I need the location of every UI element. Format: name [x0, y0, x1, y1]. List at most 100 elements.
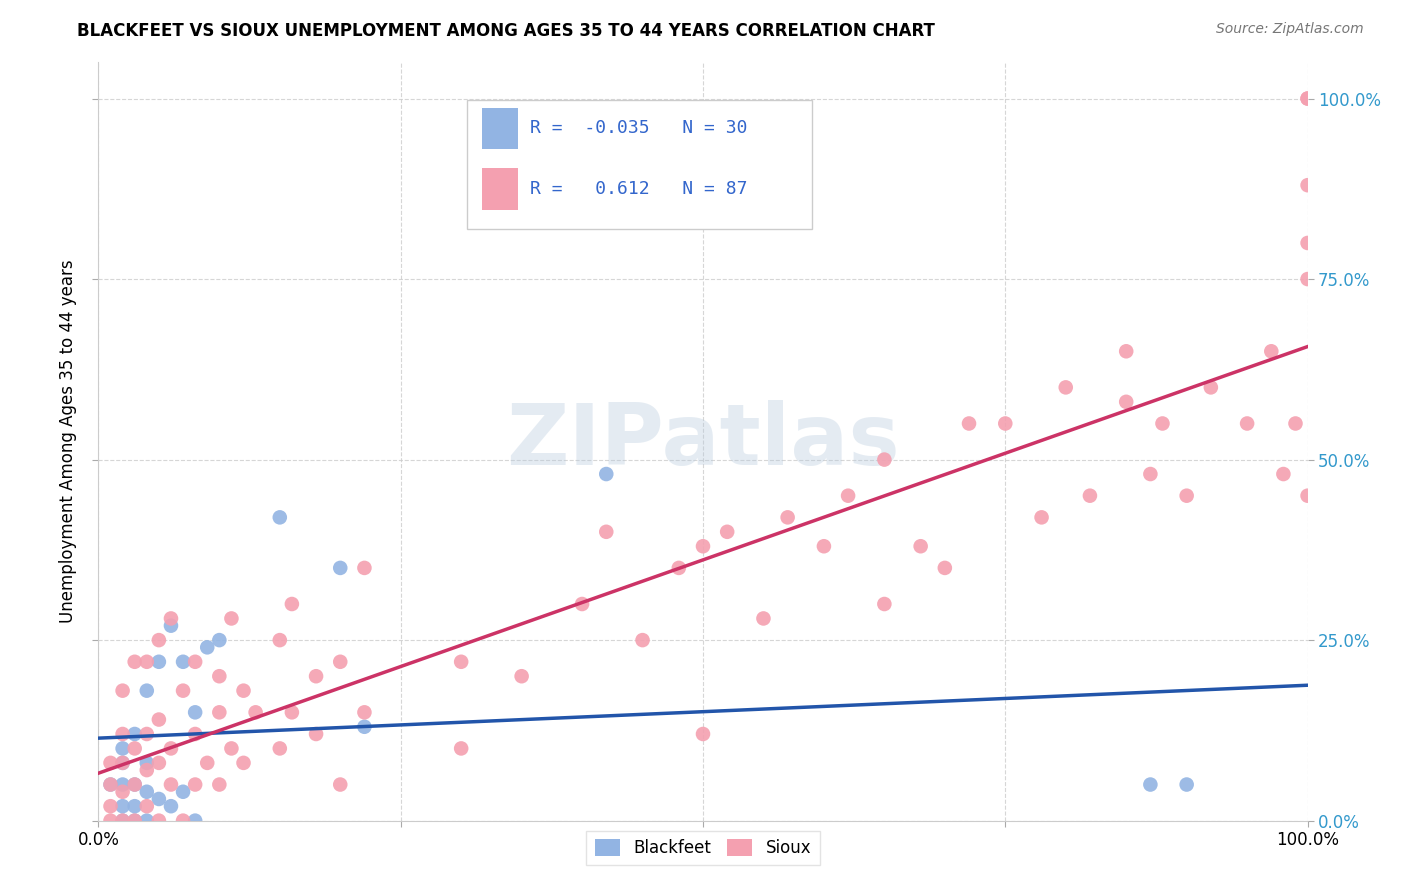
Point: [111, 741, 134, 756]
Point: [329, 655, 352, 669]
Text: R =   0.612   N = 87: R = 0.612 N = 87: [530, 180, 748, 198]
Point: [813, 539, 835, 553]
Point: [135, 799, 157, 814]
Point: [873, 452, 896, 467]
Point: [1078, 489, 1101, 503]
Point: [668, 561, 690, 575]
Point: [172, 655, 194, 669]
Point: [1284, 417, 1306, 431]
Point: [135, 763, 157, 777]
Point: [776, 510, 799, 524]
Point: [160, 799, 183, 814]
Text: BLACKFEET VS SIOUX UNEMPLOYMENT AMONG AGES 35 TO 44 YEARS CORRELATION CHART: BLACKFEET VS SIOUX UNEMPLOYMENT AMONG AG…: [77, 22, 935, 40]
Point: [595, 524, 617, 539]
Point: [329, 561, 352, 575]
Point: [148, 792, 170, 806]
Point: [1296, 272, 1319, 286]
Point: [184, 778, 207, 792]
Point: [135, 785, 157, 799]
Point: [1296, 178, 1319, 193]
Point: [631, 633, 654, 648]
Point: [208, 778, 231, 792]
Point: [1272, 467, 1295, 481]
Point: [1296, 235, 1319, 250]
Point: [353, 720, 375, 734]
Text: Source: ZipAtlas.com: Source: ZipAtlas.com: [1216, 22, 1364, 37]
Point: [1175, 489, 1198, 503]
Point: [305, 669, 328, 683]
FancyBboxPatch shape: [467, 100, 811, 229]
Point: [148, 756, 170, 770]
Point: [353, 706, 375, 720]
Point: [1236, 417, 1258, 431]
Point: [124, 778, 146, 792]
Point: [692, 727, 714, 741]
Point: [124, 814, 146, 828]
Point: [184, 727, 207, 741]
Point: [221, 741, 243, 756]
Point: [208, 669, 231, 683]
Point: [184, 814, 207, 828]
Point: [124, 741, 146, 756]
Point: [100, 756, 122, 770]
Point: [450, 655, 472, 669]
Point: [208, 633, 231, 648]
Point: [837, 489, 859, 503]
Point: [221, 611, 243, 625]
Text: R =  -0.035   N = 30: R = -0.035 N = 30: [530, 120, 748, 137]
Point: [571, 597, 593, 611]
Point: [910, 539, 932, 553]
Point: [124, 655, 146, 669]
Point: [450, 741, 472, 756]
Point: [160, 741, 183, 756]
Point: [111, 756, 134, 770]
Point: [329, 778, 352, 792]
Point: [595, 467, 617, 481]
Point: [111, 683, 134, 698]
Point: [111, 727, 134, 741]
Point: [135, 727, 157, 741]
Point: [269, 741, 291, 756]
Point: [184, 706, 207, 720]
Point: [1115, 394, 1137, 409]
Point: [124, 799, 146, 814]
Point: [111, 785, 134, 799]
Point: [195, 640, 218, 655]
Point: [100, 799, 122, 814]
Point: [100, 814, 122, 828]
Point: [111, 799, 134, 814]
Point: [1152, 417, 1174, 431]
Point: [124, 727, 146, 741]
Point: [232, 683, 254, 698]
Point: [160, 778, 183, 792]
Point: [184, 655, 207, 669]
Point: [873, 597, 896, 611]
Point: [957, 417, 980, 431]
Point: [148, 655, 170, 669]
Point: [1054, 380, 1077, 394]
Point: [172, 814, 194, 828]
Text: ZIPatlas: ZIPatlas: [506, 400, 900, 483]
Point: [135, 655, 157, 669]
Point: [353, 561, 375, 575]
Point: [148, 713, 170, 727]
Point: [305, 727, 328, 741]
Point: [692, 539, 714, 553]
Point: [1139, 467, 1161, 481]
Point: [1139, 778, 1161, 792]
FancyBboxPatch shape: [482, 169, 517, 210]
Point: [510, 669, 533, 683]
Point: [148, 633, 170, 648]
Legend: Blackfeet, Sioux: Blackfeet, Sioux: [586, 830, 820, 865]
Point: [269, 510, 291, 524]
Point: [148, 814, 170, 828]
Point: [111, 814, 134, 828]
Point: [124, 814, 146, 828]
Y-axis label: Unemployment Among Ages 35 to 44 years: Unemployment Among Ages 35 to 44 years: [59, 260, 77, 624]
Point: [1115, 344, 1137, 359]
Point: [281, 706, 304, 720]
Point: [934, 561, 956, 575]
Point: [160, 611, 183, 625]
Point: [1296, 489, 1319, 503]
Point: [1175, 778, 1198, 792]
